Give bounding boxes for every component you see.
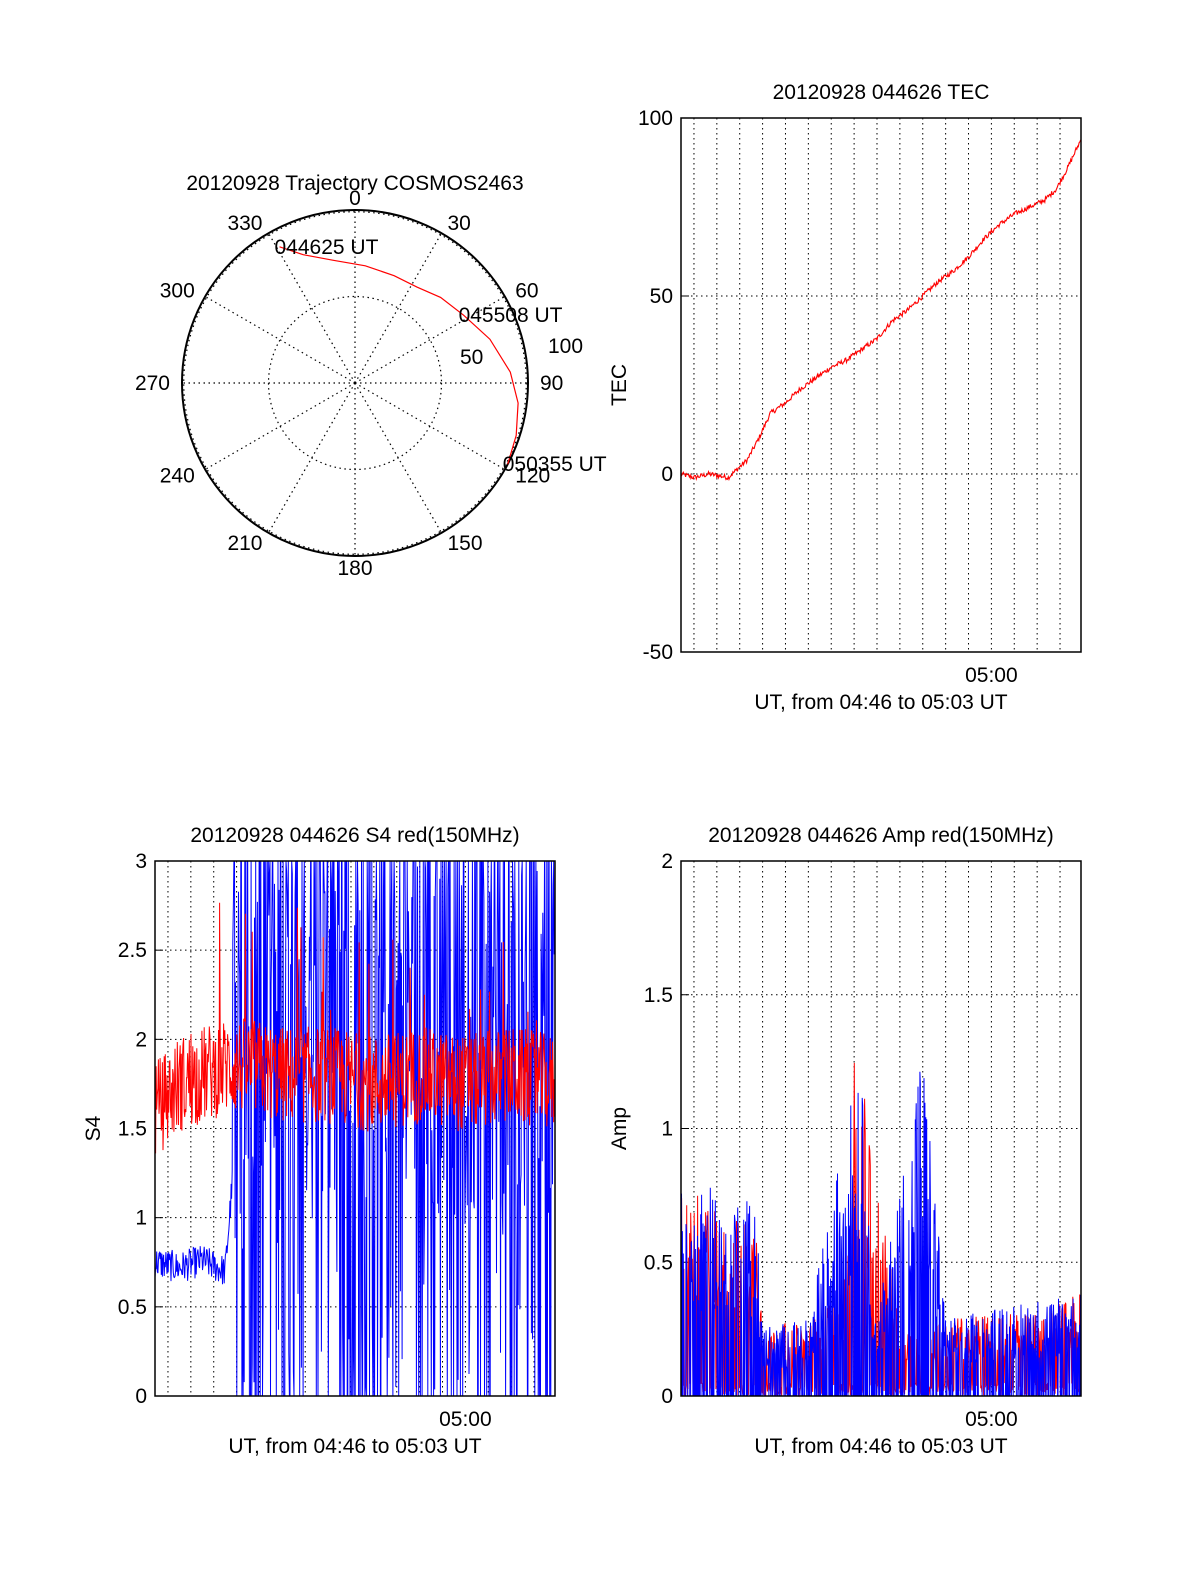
- s4-title: 20120928 044626 S4 red(150MHz): [190, 824, 519, 847]
- amp-ylabel: Amp: [608, 1107, 631, 1150]
- polar-azimuth-label: 180: [337, 557, 372, 580]
- amp-frame: [680, 860, 1082, 1397]
- polar-azimuth-label: 30: [448, 212, 471, 235]
- s4-xlabel: UT, from 04:46 to 05:03 UT: [228, 1435, 481, 1458]
- tec-ytick-label: -50: [643, 641, 673, 664]
- tec-ylabel: TEC: [608, 364, 631, 406]
- amp-ytick-label: 0: [661, 1385, 673, 1408]
- polar-azimuth-label: 60: [515, 280, 538, 303]
- amp-blue-series-line: [680, 1071, 1082, 1397]
- polar-azimuth-label: 210: [227, 532, 262, 555]
- s4-chart: 0 0.5 1 1.5 2 2.5 3 05:00 UT, from 04:46 to 05:0…: [82, 824, 556, 1458]
- polar-spoke: [354, 232, 443, 384]
- polar-azimuth-label: 330: [227, 212, 262, 235]
- polar-azimuth-label: 90: [540, 372, 563, 395]
- polar-azimuth-label: 120: [515, 465, 550, 488]
- trajectory-annotation: 050355 UT: [503, 453, 607, 476]
- polar-spoke: [267, 232, 356, 384]
- polar-azimuth-label: 150: [448, 532, 483, 555]
- amp-ytick-label: 1: [661, 1118, 673, 1141]
- amp-ytick-label: 2: [661, 850, 673, 873]
- s4-ylabel: S4: [82, 1115, 105, 1141]
- polar-outer-circle: [181, 209, 529, 557]
- amp-ytick-label: 0.5: [644, 1251, 673, 1274]
- polar-spoke: [267, 382, 356, 534]
- trajectory-annotation: 044625 UT: [275, 236, 379, 259]
- amp-chart: 0 0.5 1 1.5 2 05:00 UT, from 04:46 to 05:03 UT…: [608, 824, 1082, 1458]
- s4-red-series-line: [154, 902, 556, 1154]
- trajectory-line: [279, 246, 519, 465]
- tec-title: 20120928 044626 TEC: [773, 81, 990, 104]
- polar-spoke: [354, 382, 506, 471]
- tec-ytick-label: 50: [650, 285, 673, 308]
- amp-title: 20120928 044626 Amp red(150MHz): [708, 824, 1054, 847]
- polar-azimuth-label: 270: [135, 372, 170, 395]
- s4-frame: [154, 860, 556, 1397]
- polar-spoke: [354, 295, 506, 384]
- polar-azimuth-label: 300: [160, 280, 195, 303]
- tec-series-line: [680, 139, 1082, 482]
- tec-ytick-label: 100: [638, 107, 673, 130]
- s4-ytick-label: 3: [135, 850, 147, 873]
- polar-azimuth-label: 240: [160, 465, 195, 488]
- amp-ytick-label: 1.5: [644, 984, 673, 1007]
- polar-spoke: [204, 382, 356, 471]
- trajectory-annotation: 045508 UT: [459, 304, 563, 327]
- s4-ytick-label: 1: [135, 1207, 147, 1230]
- tec-xtick-label: 05:00: [965, 664, 1018, 687]
- polar-radial-label: 50: [460, 346, 483, 369]
- s4-blue-series-line: [154, 860, 556, 1397]
- polar-radial-label: 100: [548, 335, 583, 358]
- tec-chart: -50 0 50 100 05:00 UT, from 04:46 to 05:03 UT…: [608, 81, 1082, 714]
- s4-xtick-label: 05:00: [439, 1408, 492, 1431]
- polar-spoke: [204, 295, 356, 384]
- s4-ytick-label: 1.5: [118, 1118, 147, 1141]
- s4-ytick-label: 2.5: [118, 939, 147, 962]
- tec-frame: [680, 117, 1082, 653]
- polar-spoke: [354, 382, 443, 534]
- amp-xlabel: UT, from 04:46 to 05:03 UT: [754, 1435, 1007, 1458]
- amp-xtick-label: 05:00: [965, 1408, 1018, 1431]
- polar-title: 20120928 Trajectory COSMOS2463: [186, 172, 523, 195]
- s4-ytick-label: 0: [135, 1385, 147, 1408]
- tec-ytick-label: 0: [661, 463, 673, 486]
- polar-azimuth-label: 0: [349, 187, 361, 210]
- tec-xlabel: UT, from 04:46 to 05:03 UT: [754, 691, 1007, 714]
- s4-ytick-label: 0.5: [118, 1296, 147, 1319]
- s4-ytick-label: 2: [135, 1028, 147, 1051]
